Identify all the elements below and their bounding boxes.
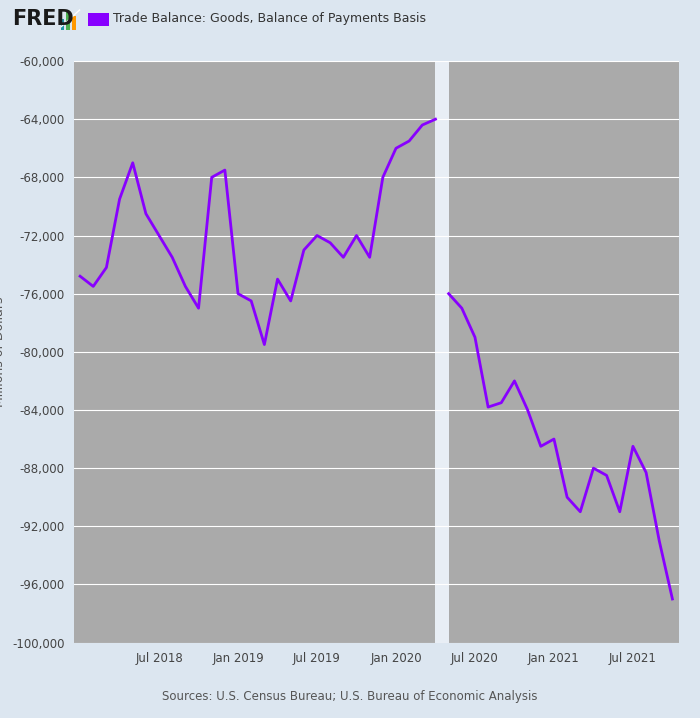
- Text: Trade Balance: Goods, Balance of Payments Basis: Trade Balance: Goods, Balance of Payment…: [113, 12, 426, 25]
- Bar: [435, 61, 449, 643]
- Bar: [66, 12, 70, 30]
- Bar: [72, 16, 76, 30]
- Bar: [449, 61, 679, 643]
- Bar: [60, 19, 64, 30]
- Y-axis label: Millions of Dollars: Millions of Dollars: [0, 297, 6, 407]
- Bar: [74, 61, 435, 643]
- Text: FRED: FRED: [13, 9, 74, 29]
- Text: Sources: U.S. Census Bureau; U.S. Bureau of Economic Analysis: Sources: U.S. Census Bureau; U.S. Bureau…: [162, 690, 538, 703]
